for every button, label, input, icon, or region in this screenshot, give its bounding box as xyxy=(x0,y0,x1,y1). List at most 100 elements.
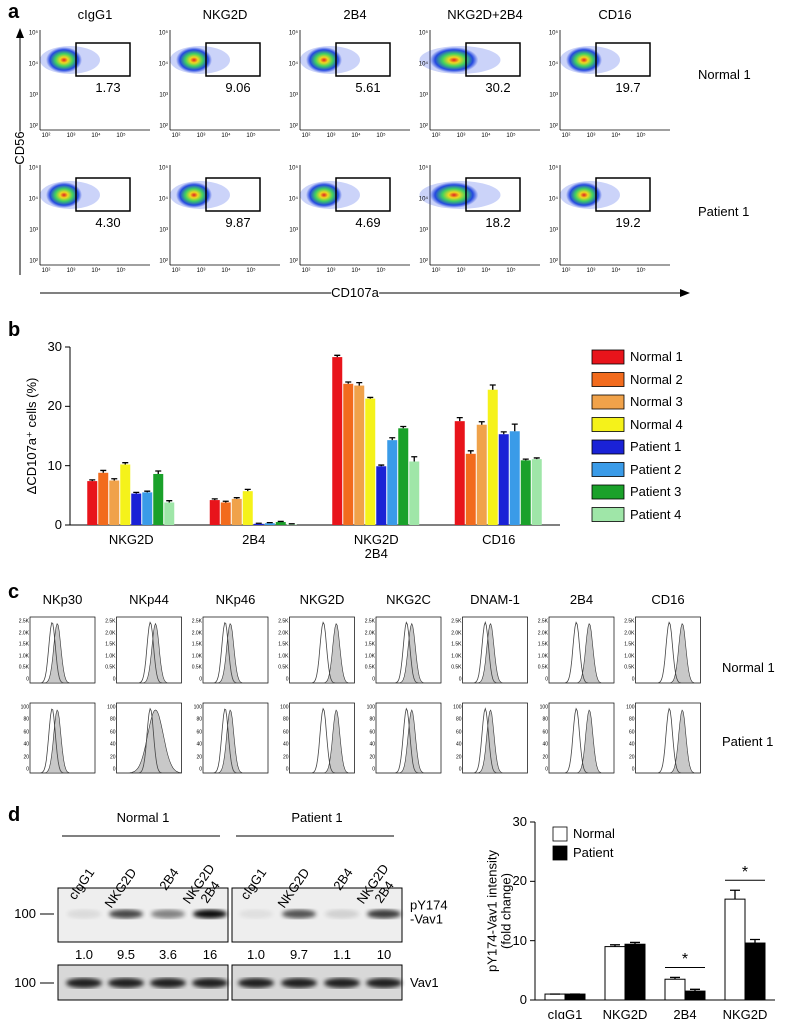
error-bar xyxy=(378,464,385,467)
tick-label: 100 xyxy=(366,704,375,711)
tick-label: 0 xyxy=(26,766,29,773)
column-header: NKG2D+2B4 xyxy=(447,6,523,22)
error-bar xyxy=(211,498,218,501)
bar xyxy=(454,421,465,525)
tick-label: 80 xyxy=(282,716,289,723)
band xyxy=(367,909,401,919)
tick-label: 1.0K xyxy=(18,653,29,660)
error-bar xyxy=(730,889,740,900)
tick-label: 10³ xyxy=(549,92,558,99)
legend-label: Normal 3 xyxy=(630,393,683,409)
tick-label: 0.5K xyxy=(191,664,202,671)
band xyxy=(109,909,143,919)
error-bar xyxy=(244,488,251,492)
tick-label: 10² xyxy=(171,133,181,139)
tick-label: 2.0K xyxy=(191,629,202,636)
tick-label: 80 xyxy=(369,716,375,723)
error-bar xyxy=(630,941,640,945)
tick-label: 20 xyxy=(542,753,548,760)
tick-label: 0 xyxy=(199,676,202,683)
column-header: NKp46 xyxy=(215,591,256,607)
row-label: Patient 1 xyxy=(722,733,774,749)
tick-label: 10² xyxy=(301,268,311,274)
bar xyxy=(365,398,376,525)
tick-label: 20 xyxy=(109,753,116,760)
tick-label: 10³ xyxy=(586,133,596,139)
isotype-peak xyxy=(635,621,701,684)
y-tick-label: 30 xyxy=(512,813,527,829)
legend-swatch xyxy=(591,417,625,432)
cell-cloud xyxy=(176,47,212,73)
gate-value: 30.2 xyxy=(485,79,511,95)
column-header: 2B4 xyxy=(569,591,594,607)
tick-label: 10⁴ xyxy=(351,268,361,274)
y-tick-label: 10 xyxy=(47,457,62,473)
tick-label: 10³ xyxy=(419,92,428,99)
band-quantity: 9.5 xyxy=(116,946,136,962)
gate xyxy=(465,42,521,77)
tick-label: 10⁵ xyxy=(636,268,646,274)
panel-label: a xyxy=(8,1,20,23)
arrowhead xyxy=(16,28,24,38)
column-header: 2B4 xyxy=(343,6,367,22)
band xyxy=(66,978,102,988)
error-bar xyxy=(111,478,118,481)
x-tick-label: NKG2D xyxy=(108,532,154,547)
tick-label: 80 xyxy=(542,716,548,723)
tick-label: 10² xyxy=(159,123,168,130)
band-quantity: 10 xyxy=(376,946,392,962)
tick-label: 10⁴ xyxy=(28,61,38,68)
tick-label: 40 xyxy=(369,741,375,748)
tick-label: 100 xyxy=(626,704,635,711)
row-label: Normal 1 xyxy=(698,66,751,82)
error-bar xyxy=(522,458,529,461)
size-marker: 100 xyxy=(14,905,36,921)
error-bar xyxy=(222,500,229,503)
stained-peak xyxy=(289,623,355,684)
isotype-peak xyxy=(116,707,182,774)
tick-label: 0.5K xyxy=(105,664,116,671)
tick-label: 10⁵ xyxy=(506,133,516,139)
tick-label: 0 xyxy=(458,676,462,683)
tick-label: 10⁵ xyxy=(116,133,126,139)
stained-peak xyxy=(549,623,614,684)
tick-label: 10⁴ xyxy=(611,133,621,139)
bar xyxy=(487,389,498,525)
tick-label: 0.5K xyxy=(451,664,462,671)
x-tick-label: cIgG1 xyxy=(547,1007,583,1019)
tick-label: 1.5K xyxy=(18,641,29,648)
column-header: NKG2D xyxy=(299,591,345,607)
axis-label: ΔCD107a⁺ cells (%) xyxy=(23,377,39,495)
tick-label: 2.5K xyxy=(537,618,548,625)
isotype-peak xyxy=(376,621,441,684)
bar xyxy=(98,472,109,525)
bar xyxy=(343,383,354,525)
tick-label: 60 xyxy=(628,729,635,736)
tick-label: 1.5K xyxy=(105,641,116,648)
error-bar xyxy=(277,520,284,523)
cell-cloud xyxy=(176,182,212,208)
tick-label: 10⁵ xyxy=(636,133,646,139)
error-bar xyxy=(345,381,352,384)
stained-peak xyxy=(30,623,95,684)
tick-label: 2.5K xyxy=(191,618,202,625)
tick-label: 40 xyxy=(23,741,29,748)
tick-label: 10³ xyxy=(196,268,206,274)
tick-label: 10³ xyxy=(196,133,206,139)
tick-label: 0 xyxy=(631,766,635,773)
error-bar xyxy=(750,938,760,944)
tick-label: 100 xyxy=(453,704,462,711)
tick-label: 10² xyxy=(419,123,428,130)
y-tick-label: 10 xyxy=(512,932,527,948)
bar xyxy=(109,480,120,525)
error-bar xyxy=(233,497,240,499)
gate xyxy=(465,177,521,212)
tick-label: 0.5K xyxy=(364,664,375,671)
tick-label: 10⁴ xyxy=(221,133,231,139)
band xyxy=(192,978,228,988)
bar xyxy=(465,453,476,525)
tick-label: 10⁵ xyxy=(506,268,516,274)
band xyxy=(366,978,402,988)
tick-label: 10⁵ xyxy=(288,165,298,172)
error-bar xyxy=(155,470,162,474)
